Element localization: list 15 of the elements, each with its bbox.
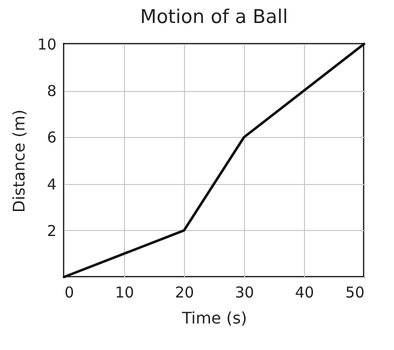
x-tick-label: 10 bbox=[114, 284, 134, 302]
x-tick-label: 40 bbox=[294, 284, 314, 302]
x-tick-label: 20 bbox=[174, 284, 194, 302]
y-axis-title: Distance (m) bbox=[9, 109, 28, 213]
y-tick-label: 8 bbox=[46, 82, 56, 100]
y-tick-label: 10 bbox=[37, 36, 56, 54]
y-tick-label: 4 bbox=[46, 175, 56, 194]
x-tick-label: 0 bbox=[64, 284, 74, 302]
line-series bbox=[62, 42, 366, 278]
y-tick-label: 2 bbox=[46, 222, 56, 240]
x-tick-label: 50 bbox=[345, 284, 364, 302]
y-tick-label: 6 bbox=[46, 128, 56, 147]
chart-title: Motion of a Ball bbox=[140, 6, 288, 28]
x-axis-title: Time (s) bbox=[180, 308, 248, 328]
x-tick-label: 30 bbox=[234, 284, 254, 302]
